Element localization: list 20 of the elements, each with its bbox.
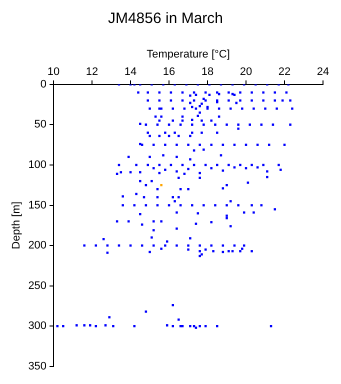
x-tick-label: 22 [278, 66, 291, 78]
x-tick-label: 24 [316, 66, 330, 78]
x-tick-label: 18 [201, 66, 214, 78]
y-tick-label: 0 [40, 78, 47, 90]
y-axis-title: Depth [m] [10, 202, 23, 250]
x-tick-label: 16 [162, 66, 176, 78]
chart-title: JM4856 in March [108, 10, 224, 28]
y-tick-label: 100 [28, 159, 47, 172]
x-tick-label: 12 [86, 66, 98, 78]
x-tick-label: 14 [124, 66, 137, 78]
point [172, 324, 174, 328]
y-tick-label: 50 [34, 118, 47, 131]
y-tick-label: 200 [28, 240, 47, 252]
x-tick-label: 10 [47, 66, 60, 78]
y-tick-label: 350 [28, 360, 47, 372]
y-tick-label: 300 [28, 320, 47, 332]
x-tick-label: 20 [240, 66, 252, 78]
x-axis-title: Temperature [°C] [146, 48, 230, 61]
y-tick-label: 150 [28, 199, 47, 212]
y-tick-label: 250 [28, 280, 47, 292]
